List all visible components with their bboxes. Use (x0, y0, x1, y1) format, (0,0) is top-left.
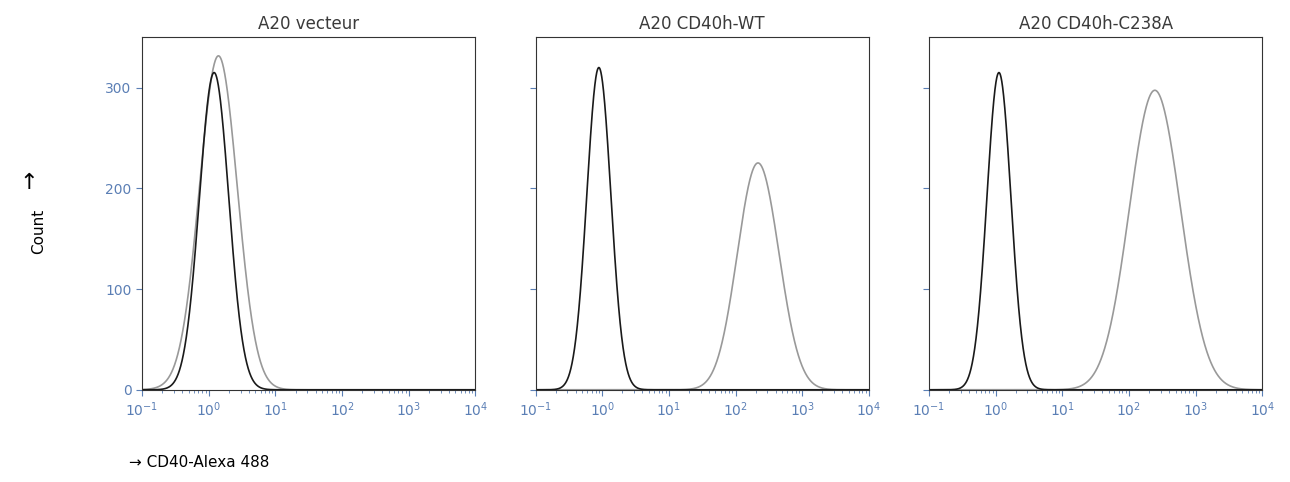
Title: A20 vecteur: A20 vecteur (258, 15, 360, 33)
Text: ↑: ↑ (19, 173, 37, 193)
Title: A20 CD40h-C238A: A20 CD40h-C238A (1019, 15, 1173, 33)
Title: A20 CD40h-WT: A20 CD40h-WT (640, 15, 765, 33)
Text: Count: Count (31, 209, 46, 254)
Text: → CD40-Alexa 488: → CD40-Alexa 488 (129, 455, 270, 470)
